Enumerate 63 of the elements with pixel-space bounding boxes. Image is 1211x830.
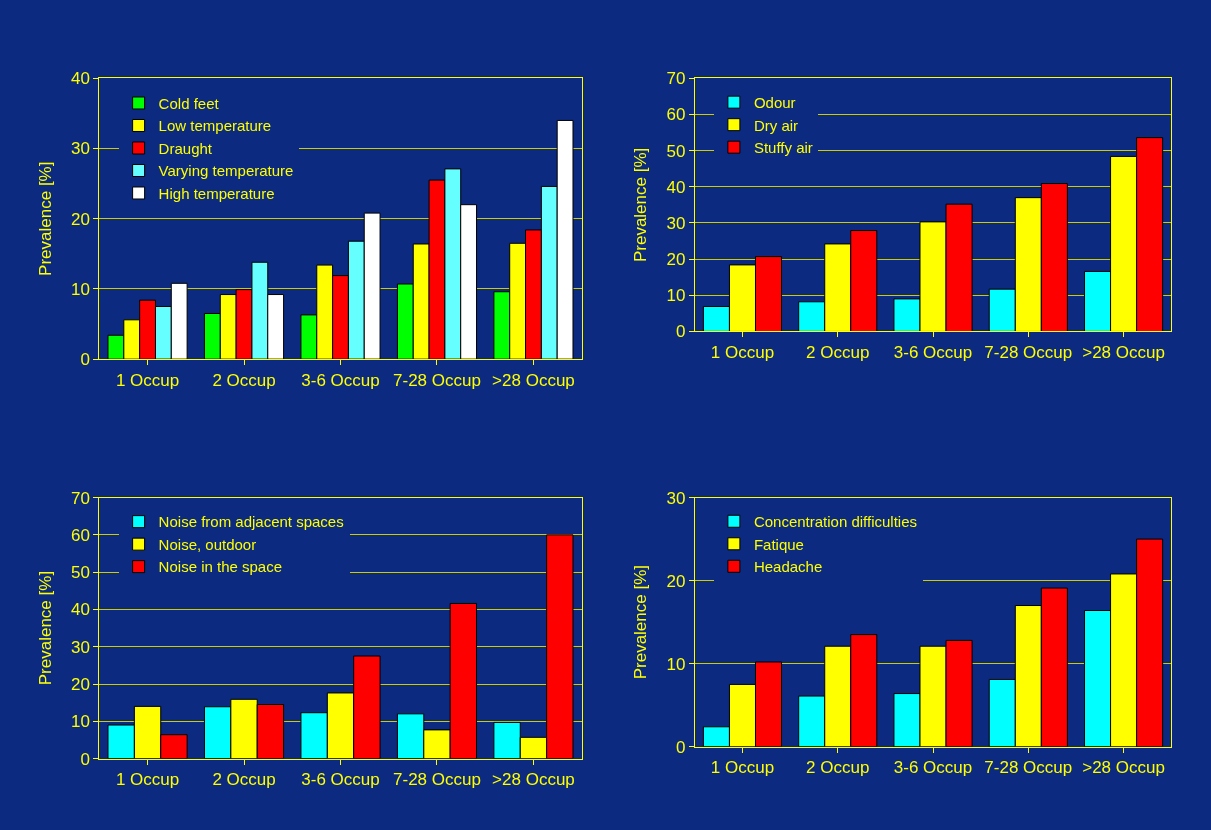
y-tick-label: 10: [71, 279, 90, 299]
legend-label: Noise in the space: [158, 558, 283, 576]
y-axis-title: Prevalence [%]: [631, 564, 651, 680]
x-tick-label: 3-6 Occup: [893, 758, 973, 778]
y-tick-label: 70: [666, 69, 686, 89]
x-tick-label: >28 Occup: [1082, 758, 1165, 778]
y-tick-label: 70: [71, 488, 90, 508]
y-tick-label: 20: [71, 674, 90, 694]
legend-label: Varying temperature: [158, 162, 294, 180]
x-tick-label: 3-6 Occup: [893, 342, 973, 362]
y-tick-label: 30: [666, 213, 686, 233]
x-tick-label: 7-28 Occup: [984, 342, 1073, 362]
y-tick-label: 40: [666, 177, 686, 197]
legend-label: Odour: [753, 94, 796, 112]
x-tick-label: 7-28 Occup: [393, 769, 481, 789]
x-tick-label: 2 Occup: [212, 370, 276, 390]
legend-label: Concentration difficulties: [753, 513, 918, 531]
x-tick-label: 2 Occup: [806, 758, 870, 778]
legend-label: Draught: [158, 139, 213, 157]
legend-label: Noise, outdoor: [158, 535, 257, 553]
x-tick-label: 1 Occup: [710, 342, 775, 362]
legend-label: Noise from adjacent spaces: [158, 513, 344, 531]
y-tick-label: 30: [71, 139, 90, 159]
x-tick-label: 1 Occup: [115, 769, 180, 789]
y-tick-label: 30: [71, 637, 90, 657]
x-tick-label: 2 Occup: [806, 342, 870, 362]
y-tick-label: 0: [80, 749, 90, 769]
x-tick-label: >28 Occup: [492, 370, 575, 390]
y-tick-label: 50: [666, 141, 686, 161]
y-axis-title: Prevalence [%]: [631, 147, 651, 263]
y-tick-label: 0: [80, 350, 90, 370]
legend-label: Stuffy air: [753, 139, 813, 157]
x-tick-label: >28 Occup: [1082, 342, 1165, 362]
y-tick-label: 10: [666, 654, 686, 674]
y-tick-label: 0: [675, 322, 686, 342]
x-tick-label: 7-28 Occup: [393, 370, 481, 390]
y-tick-label: 20: [666, 250, 686, 270]
y-tick-label: 60: [666, 105, 686, 125]
legend-label: Fatique: [753, 535, 804, 553]
y-tick-label: 40: [71, 69, 90, 89]
x-tick-label: 3-6 Occup: [301, 370, 380, 390]
legend-label: Headache: [753, 558, 823, 576]
x-tick-label: 1 Occup: [115, 370, 180, 390]
y-tick-label: 0: [675, 737, 686, 757]
x-tick-label: 2 Occup: [212, 769, 276, 789]
legend-label: Low temperature: [158, 117, 272, 135]
x-tick-label: 3-6 Occup: [301, 769, 380, 789]
y-tick-label: 20: [666, 571, 686, 591]
x-tick-label: 1 Occup: [710, 758, 775, 778]
y-tick-label: 50: [71, 563, 90, 583]
x-tick-label: 7-28 Occup: [984, 758, 1073, 778]
legend-label: Dry air: [753, 116, 799, 134]
y-tick-label: 10: [666, 286, 686, 306]
y-tick-label: 40: [71, 600, 90, 620]
y-tick-label: 10: [71, 712, 90, 732]
y-tick-label: 60: [71, 525, 90, 545]
legend-label: High temperature: [158, 184, 275, 202]
y-tick-label: 30: [666, 488, 686, 508]
y-axis-title: Prevalence [%]: [35, 161, 55, 276]
y-tick-label: 20: [71, 209, 90, 229]
legend-label: Cold feet: [158, 94, 220, 112]
y-axis-title: Prevalence [%]: [35, 570, 55, 686]
x-tick-label: >28 Occup: [492, 769, 575, 789]
